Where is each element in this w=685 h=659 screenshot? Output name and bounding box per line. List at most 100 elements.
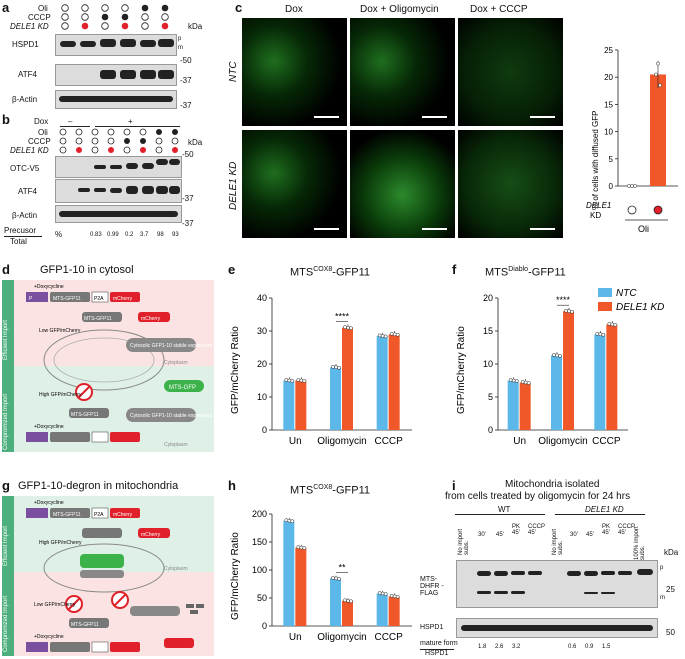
dox-plus: + <box>128 117 133 126</box>
kda-label: kDa <box>188 22 203 31</box>
g-side-top: Efficient Import <box>3 526 9 566</box>
i-mature-label: mature form <box>420 640 458 647</box>
panel-g-letter: g <box>2 478 10 493</box>
bar <box>606 324 618 430</box>
i-title-2: from cells treated by oligomycin for 24 … <box>445 491 631 502</box>
svg-text:MTS-GFP11: MTS-GFP11 <box>71 622 99 628</box>
data-point <box>610 322 615 327</box>
lane-5: CCCP 45' <box>528 524 545 536</box>
data-point <box>383 334 388 339</box>
data-point <box>601 332 606 337</box>
svg-text:mCherry: mCherry <box>113 296 133 302</box>
micrograph-kd-oli <box>350 130 455 238</box>
svg-text:MTS-GFP11: MTS-GFP11 <box>53 296 81 302</box>
bar <box>519 382 531 430</box>
bar <box>342 327 353 430</box>
x-tick-label: Oligomycin <box>317 632 366 643</box>
mw-37-b: -37 <box>182 194 194 203</box>
lane-7: 30' <box>570 532 578 538</box>
svg-text:High GFP/mCherry: High GFP/mCherry <box>39 540 82 546</box>
data-point <box>627 184 631 188</box>
blot-mts-dhfr <box>456 560 658 608</box>
p-label: p <box>178 36 182 42</box>
i-value-5: 0.9 <box>585 644 594 650</box>
data-point <box>508 378 513 382</box>
data-point <box>299 378 304 383</box>
data-point <box>520 380 525 384</box>
bar <box>388 596 400 626</box>
data-point <box>607 322 612 326</box>
blot-atf4-b <box>55 179 182 203</box>
panel-d-letter: d <box>2 262 10 277</box>
blot-atf4 <box>55 64 177 86</box>
percent-sign: % <box>55 230 63 239</box>
row-label-dele1: DELE1 KD <box>10 22 49 31</box>
i-hspd1-label: HSPD1 <box>425 650 449 657</box>
precursor-value-2: 0.99 <box>107 232 119 238</box>
svg-text:MTS-GFP11: MTS-GFP11 <box>53 512 81 518</box>
data-point <box>613 323 618 327</box>
data-point <box>654 72 658 77</box>
data-point <box>337 365 341 370</box>
y-tick-label: 15 <box>604 100 613 109</box>
data-point <box>377 591 382 595</box>
row-label-oli: Oli <box>38 4 48 13</box>
blot-label-otc: OTC-V5 <box>10 164 40 173</box>
significance-label: ** <box>338 562 346 572</box>
kda-label-b: kDa <box>188 138 203 147</box>
y-tick-label: 25 <box>604 46 613 55</box>
x-tick-label: Oligomycin <box>317 436 366 447</box>
e-title: MTSCOX8-GFP11 <box>290 266 370 279</box>
y-tick-label: 0 <box>262 425 267 435</box>
lane-2: 30' <box>478 532 486 538</box>
x-tick-label: CCCP <box>374 436 403 447</box>
i-kda: kDa <box>664 548 679 557</box>
lane-6: No import subs. <box>552 528 564 555</box>
micrograph-kd-cccp <box>458 130 563 238</box>
row-label-cccp: CCCP <box>28 13 51 22</box>
i-value-6: 1.5 <box>602 644 611 650</box>
svg-text:mCherry: mCherry <box>113 512 133 518</box>
data-point <box>395 594 400 599</box>
lane-4: PK 45' <box>512 524 521 536</box>
bar <box>594 334 606 430</box>
lane-10: CCCP 45' <box>618 524 635 536</box>
y-tick-label: 5 <box>488 392 493 402</box>
y-axis-label: GFP/mCherry Ratio <box>230 326 241 414</box>
col-title-dox: Dox <box>285 4 303 15</box>
mw-37a: -37 <box>180 76 192 85</box>
y-tick-label: 10 <box>257 392 267 402</box>
bar <box>330 578 341 626</box>
data-point <box>343 598 347 603</box>
i-p: p <box>660 565 664 571</box>
svg-text:+Doxycycline: +Doxycycline <box>34 500 64 506</box>
blot-otc <box>55 156 182 178</box>
micrograph-kd-dox <box>242 130 347 238</box>
data-point <box>284 518 289 523</box>
bar <box>342 600 353 626</box>
mw-37-b2: -37 <box>182 219 194 228</box>
data-point <box>377 333 382 338</box>
svg-text:P: P <box>29 296 33 302</box>
data-point <box>349 599 353 604</box>
col-title-dox-oli: Dox + Oligomycin <box>360 4 439 15</box>
data-point <box>526 381 531 385</box>
svg-text:Cytosolic GFP1-10 stable expre: Cytosolic GFP1-10 stable expression <box>130 343 212 349</box>
precursor-label: Precusor <box>4 226 37 235</box>
y-tick-label: 150 <box>252 537 267 547</box>
blot-label-actin: β-Actin <box>12 95 38 104</box>
micrograph-ntc-cccp <box>458 18 563 126</box>
data-point <box>331 364 335 369</box>
panel-a-dot-matrix <box>61 4 169 30</box>
i-mw-50: 50 <box>666 628 675 637</box>
precursor-value-4: 3.7 <box>140 232 149 238</box>
data-point <box>523 380 528 385</box>
bar <box>376 335 388 430</box>
svg-text:MTS-GFP11: MTS-GFP11 <box>71 412 99 418</box>
bar <box>283 380 295 430</box>
i-blot-label-hspd1: HSPD1 <box>420 624 444 631</box>
legend-label: NTC <box>616 288 637 299</box>
y-tick-label: 50 <box>257 593 267 603</box>
svg-text:+Doxycycline: +Doxycycline <box>34 424 64 430</box>
bar <box>295 547 307 626</box>
